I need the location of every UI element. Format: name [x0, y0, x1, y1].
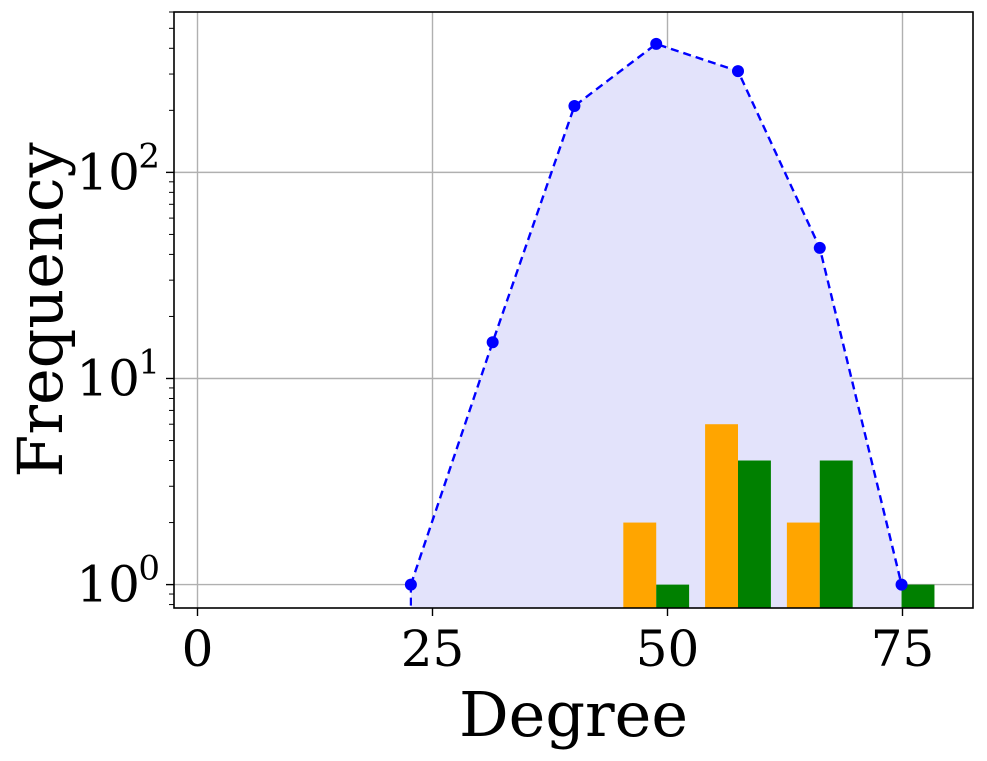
- y-tick-base: 10: [76, 556, 140, 614]
- bar-series-1-bar: [786, 522, 820, 608]
- y-tick-label: 10: [76, 556, 140, 614]
- area-fill: [410, 43, 902, 609]
- x-axis-title: Degree: [459, 678, 688, 751]
- bar-series-2-bar: [901, 584, 935, 608]
- bar-layer: [623, 424, 935, 608]
- line-point: [486, 336, 499, 349]
- y-tick-label: 10: [76, 143, 140, 201]
- bar-series-2-bar: [656, 584, 690, 608]
- bar-series-1-bar: [623, 522, 657, 608]
- y-tick-base: 10: [76, 143, 140, 201]
- x-tick-label: 0: [182, 620, 214, 678]
- line-point: [568, 99, 581, 112]
- bar-series-2-bar: [819, 460, 853, 608]
- line-layer: [404, 37, 908, 608]
- x-tick-label: 25: [401, 620, 465, 678]
- x-tick-label: 75: [871, 620, 935, 678]
- y-tick-base: 10: [76, 349, 140, 407]
- line-point: [650, 37, 663, 50]
- y-axis-title: Frequency: [4, 142, 77, 477]
- y-tick-exponent: 0: [138, 549, 160, 589]
- y-tick-exponent: 1: [138, 342, 160, 382]
- line-point: [895, 578, 908, 591]
- line-point: [404, 578, 417, 591]
- y-tick-label: 10: [76, 349, 140, 407]
- line-point: [732, 65, 744, 78]
- bar-series-2-bar: [738, 460, 771, 608]
- y-tick-exponent: 2: [138, 136, 160, 176]
- x-tick-label: 50: [636, 620, 700, 678]
- bar-series-1-bar: [705, 424, 738, 608]
- line-point: [813, 241, 826, 254]
- area-fill-layer: [410, 43, 902, 609]
- plot-frame: [173, 11, 974, 609]
